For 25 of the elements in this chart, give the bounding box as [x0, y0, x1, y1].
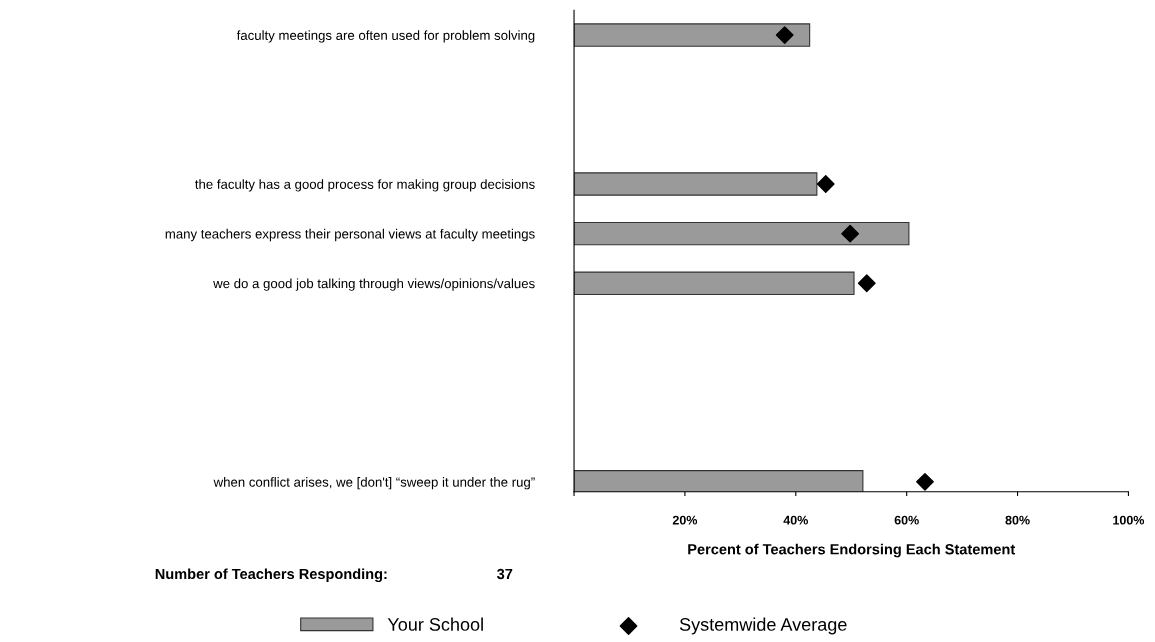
bar [574, 172, 818, 196]
bar [574, 221, 910, 246]
point [841, 224, 860, 243]
text: Number of Teachers Responding: [155, 568, 387, 583]
x-tick-label: 80% [1005, 515, 1030, 525]
x-tick-label: 40% [783, 515, 808, 525]
bar [574, 470, 864, 492]
text: 37 [496, 568, 513, 580]
point [916, 472, 934, 491]
bar [574, 271, 855, 296]
point [857, 274, 876, 293]
y-tick-label: we do a good job talking through views/opinions/values [213, 278, 535, 291]
x-tick-label: 60% [894, 515, 919, 525]
y-tick-label: the faculty has a good process for making group decisions [195, 179, 535, 192]
y-tick-label: when conflict arises, we [don't] “sweep it under the rug” [213, 477, 535, 490]
x-tick-label: 100% [1113, 515, 1145, 525]
legend-label: Your School [387, 617, 483, 631]
point [816, 175, 835, 193]
legend-label: Systemwide Average [679, 617, 847, 635]
bar [574, 23, 811, 47]
x-axis-title: Percent of Teachers Endorsing Each Statement [688, 543, 1016, 558]
point [775, 26, 794, 45]
y-tick-label: faculty meetings are often used for problem solving [236, 30, 535, 43]
y-tick-label: many teachers express their personal views at faculty meetings [165, 228, 535, 242]
x-tick-label: 20% [672, 515, 698, 525]
